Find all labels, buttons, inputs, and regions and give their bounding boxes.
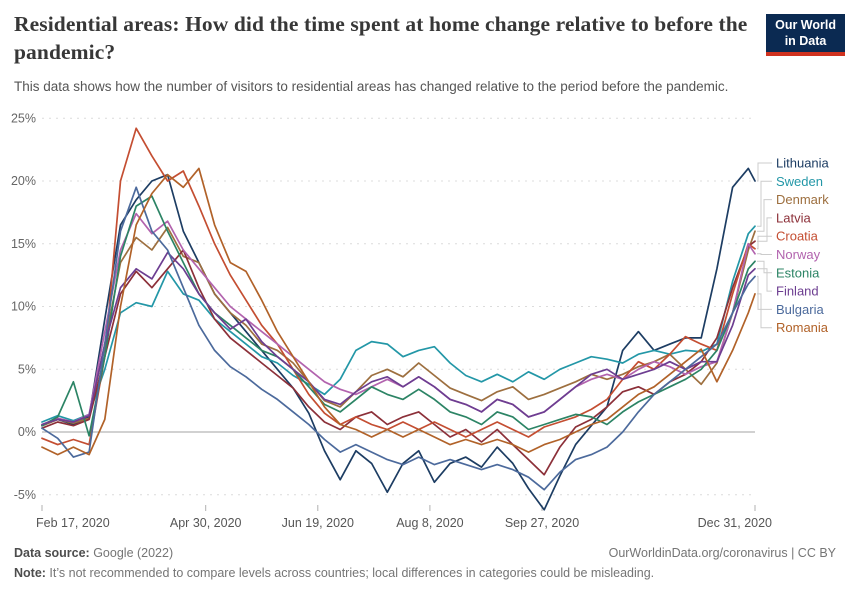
data-source-value: Google (2022) xyxy=(89,546,174,560)
owid-logo-line1: Our World xyxy=(775,18,836,32)
legend-connector xyxy=(757,180,772,227)
legend-label-romania[interactable]: Romania xyxy=(776,320,829,335)
legend-connector xyxy=(757,253,772,255)
legend-label-bulgaria[interactable]: Bulgaria xyxy=(776,302,824,317)
series-line-lithuania[interactable] xyxy=(41,167,756,511)
series-line-estonia[interactable] xyxy=(41,195,756,437)
legend-label-lithuania[interactable]: Lithuania xyxy=(776,156,830,171)
legend-connector xyxy=(757,268,772,292)
attribution-link[interactable]: OurWorldinData.org/coronavirus | CC BY xyxy=(608,546,836,560)
y-axis-tick-label: 15% xyxy=(11,237,36,251)
x-axis-tick-label: Feb 17, 2020 xyxy=(36,516,110,530)
legend-label-croatia[interactable]: Croatia xyxy=(776,229,819,244)
legend-connector xyxy=(757,235,772,250)
y-axis-tick-label: 5% xyxy=(18,362,36,376)
footer-row-source: Data source: Google (2022) OurWorldinDat… xyxy=(14,546,836,560)
legend-connector xyxy=(757,162,772,182)
owid-logo-line2: in Data xyxy=(784,33,827,48)
series-line-denmark[interactable] xyxy=(41,226,756,427)
y-axis-tick-label: 10% xyxy=(11,300,36,314)
series-line-romania[interactable] xyxy=(41,167,756,456)
x-axis-tick-label: Aug 8, 2020 xyxy=(396,516,463,530)
series-line-bulgaria[interactable] xyxy=(41,186,756,491)
note-label: Note: xyxy=(14,566,46,580)
chart-title: Residential areas: How did the time spen… xyxy=(14,12,748,65)
legend-connector xyxy=(757,260,772,274)
chart-subtitle: This data shows how the number of visito… xyxy=(14,79,729,94)
y-axis-tick-label: 0% xyxy=(18,425,36,439)
x-axis-tick-label: Dec 31, 2020 xyxy=(698,516,772,530)
owid-logo[interactable]: Our World in Data xyxy=(766,14,845,57)
legend-label-finland[interactable]: Finland xyxy=(776,284,819,299)
series-line-croatia[interactable] xyxy=(41,127,756,446)
legend-label-denmark[interactable]: Denmark xyxy=(776,192,829,207)
series-line-norway[interactable] xyxy=(41,212,756,426)
series-line-latvia[interactable] xyxy=(41,240,756,476)
note-value: It’s not recommended to compare levels a… xyxy=(45,566,655,580)
data-source: Data source: Google (2022) xyxy=(14,546,173,560)
series-line-sweden[interactable] xyxy=(41,225,756,423)
chart-footer: Data source: Google (2022) OurWorldinDat… xyxy=(14,546,836,580)
legend-connector xyxy=(757,217,772,242)
legend-label-sweden[interactable]: Sweden xyxy=(776,174,823,189)
legend-connector xyxy=(757,199,772,232)
line-chart: -5% 0% 5% 10% 15% 20% 25% Feb 17, 2020 Apr 30, 2… xyxy=(11,111,830,530)
x-axis-tick-label: Sep 27, 2020 xyxy=(505,516,579,530)
legend-label-latvia[interactable]: Latvia xyxy=(776,210,811,225)
legend-connector xyxy=(757,293,772,329)
legend-label-estonia[interactable]: Estonia xyxy=(776,265,820,280)
footer-row-note: Note: It’s not recommended to compare le… xyxy=(14,566,836,580)
x-axis-tick-label: Jun 19, 2020 xyxy=(282,516,354,530)
legend-label-norway[interactable]: Norway xyxy=(776,247,821,262)
legend-connector xyxy=(757,275,772,310)
series-line-finland[interactable] xyxy=(41,251,756,426)
y-axis-tick-label: 20% xyxy=(11,174,36,188)
x-axis-tick-label: Apr 30, 2020 xyxy=(170,516,242,530)
y-axis-tick-label: -5% xyxy=(14,488,36,502)
y-axis-tick-label: 25% xyxy=(11,111,36,125)
data-source-label: Data source: xyxy=(14,546,90,560)
